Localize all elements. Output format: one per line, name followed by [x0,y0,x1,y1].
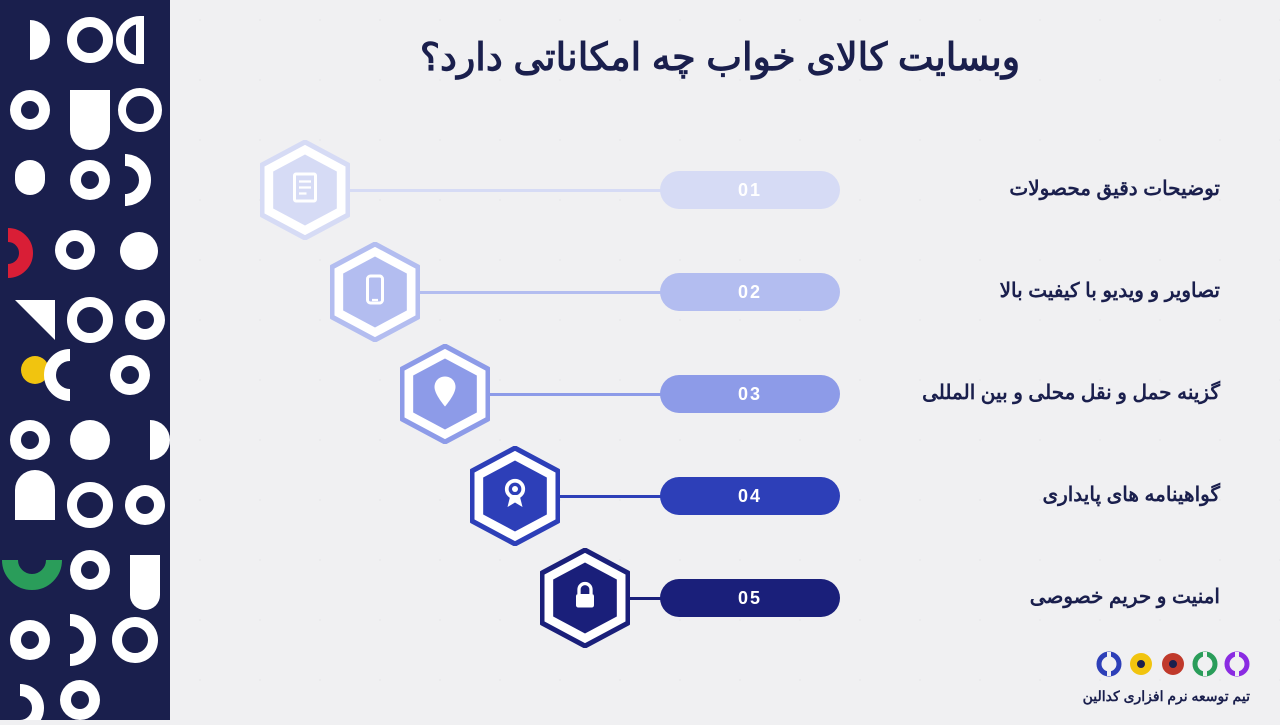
connector-line [627,597,663,600]
item-number: 01 [738,180,762,201]
hexagon-document-icon [260,140,350,240]
feature-label: گواهینامه های پایداری [1042,482,1220,507]
feature-label: توضیحات دقیق محصولات [1009,176,1220,201]
footer-deco-icon [1128,651,1154,677]
number-pill: 02 [660,273,840,311]
connector-line [557,495,663,498]
footer-text: تیم توسعه نرم افزاری کدالین [1083,688,1250,705]
footer-deco-icon [1160,651,1186,677]
page-title: وبسایت کالای خواب چه امکاناتی دارد؟ [220,35,1220,80]
hexagon-lock-icon [540,548,630,648]
number-pill: 01 [660,171,840,209]
item-number: 04 [738,486,762,507]
number-pill: 05 [660,579,840,617]
connector-line [487,393,663,396]
feature-label: تصاویر و ویدیو با کیفیت بالا [1000,278,1220,303]
items-list: 01 توضیحات دقیق محصولات 02 تصاویر و ویدیو … [220,140,1220,620]
item-number: 02 [738,282,762,303]
connector-line [417,291,663,294]
connector-line [347,189,663,192]
hexagon-pin-icon [400,344,490,444]
number-pill: 04 [660,477,840,515]
footer: تیم توسعه نرم افزاری کدالین [1083,651,1250,705]
decoration-pattern [0,0,170,720]
side-decoration [0,0,170,720]
item-number: 03 [738,384,762,405]
hexagon-award-icon [470,446,560,546]
footer-deco-icon [1096,651,1122,677]
item-number: 05 [738,588,762,609]
hexagon-phone-icon [330,242,420,342]
footer-icons [1083,651,1250,682]
feature-label: گزینه حمل و نقل محلی و بین المللی [922,380,1220,405]
footer-deco-icon [1192,651,1218,677]
number-pill: 03 [660,375,840,413]
footer-deco-icon [1224,651,1250,677]
feature-label: امنیت و حریم خصوصی [1030,584,1220,609]
